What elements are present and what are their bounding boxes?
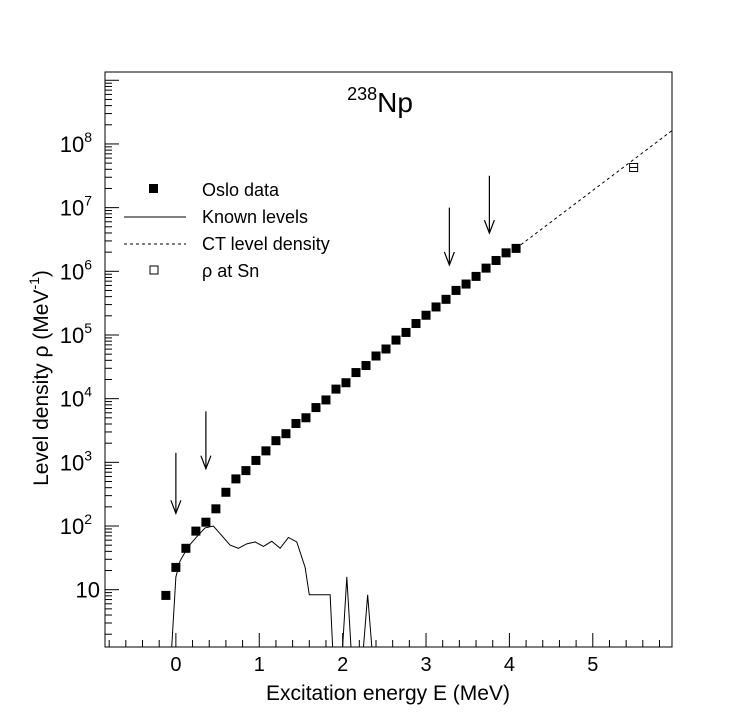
oslo-data-point [201,517,211,527]
y-tick-label: 10 [76,578,100,603]
chart-title-base: Np [377,87,413,118]
axes [104,71,673,648]
y-tick-label: 107 [60,193,92,221]
oslo-data-point [171,562,181,572]
y-tick-base: 10 [60,259,84,284]
chart-title: 238Np [347,84,413,118]
oslo-data-point [511,243,521,253]
oslo-data-point [461,279,471,289]
plot-frame [104,71,673,648]
oslo-data-point [451,285,461,295]
arrow-head [443,251,455,267]
legend-label-ct-level-density: CT level density [202,234,330,254]
known-levels-line [171,525,381,647]
y-tick-base: 10 [60,514,84,539]
oslo-data-point [291,418,301,428]
y-tick-label: 108 [60,129,92,157]
y-tick-base: 10 [60,450,84,475]
y-tick-label: 103 [60,447,92,475]
arrow-head [483,219,495,235]
y-tick-exponent: 4 [84,384,92,400]
oslo-data-point [431,302,441,312]
oslo-data-point [491,255,501,265]
arrow-head [170,500,182,515]
x-tick-label: 5 [587,654,598,676]
oslo-data-point [161,590,171,600]
legend-marker-oslo-data [149,184,158,193]
oslo-data-point [301,413,311,423]
down-arrow-icon [483,175,495,235]
y-tick-exponent: 7 [84,193,92,209]
oslo-data-point [481,263,491,273]
y-axis-label: Level density ρ (MeV-1) [26,270,53,486]
y-tick-exponent: 2 [84,511,92,527]
oslo-data-point [371,351,381,361]
oslo-data-point [211,504,221,514]
y-tick-exponent: 6 [84,256,92,272]
oslo-data-point [341,378,351,388]
arrow-head [200,455,212,471]
legend-label-known-levels: Known levels [202,207,308,227]
y-tick-exponent: 3 [84,447,92,463]
oslo-data-point [311,403,321,413]
y-tick-exponent: 8 [84,129,92,145]
oslo-data-point [411,319,421,329]
oslo-data-point [441,294,451,304]
x-tick-label: 4 [504,654,515,676]
y-tick-base: 10 [60,323,84,348]
x-tick-label: 0 [170,654,181,676]
x-axis-ticks: 0 1 2 3 4 5 [108,633,660,676]
y-tick-label: 106 [60,256,92,284]
legend: Oslo data Known levels CT level density … [124,180,330,281]
oslo-data-point [251,455,261,465]
oslo-data-point [401,327,411,337]
oslo-data-point [191,526,201,536]
x-tick-label: 1 [254,654,265,676]
y-tick-label: 102 [60,511,92,539]
legend-label-rho-at-sn: ρ at Sn [202,261,259,281]
y-tick-base: 10 [60,387,84,412]
oslo-data-point [221,487,231,497]
down-arrow-icon [443,207,455,267]
y-axis-label-close: ) [30,270,53,277]
oslo-data-point [271,436,281,446]
y-tick-base: 10 [76,578,100,603]
oslo-data-point [241,466,251,476]
x-axis-label: Excitation energy E (MeV) [266,682,510,705]
oslo-data-point [501,248,511,258]
oslo-data-point [281,429,291,439]
oslo-data-point [231,474,241,484]
y-tick-label: 105 [60,320,92,348]
legend-label-oslo-data: Oslo data [202,180,280,200]
down-arrow-icon [170,452,182,515]
oslo-data-point [471,271,481,281]
oslo-data-point [321,395,331,405]
oslo-data-point [181,543,191,553]
oslo-data-point [381,344,391,354]
y-tick-label: 104 [60,384,92,412]
x-tick-label: 3 [420,654,431,676]
oslo-data-point [391,335,401,345]
legend-marker-rho-at-sn [149,265,159,275]
y-axis-label-superscript: -1 [26,277,42,290]
x-tick-label: 2 [337,654,348,676]
y-axis-label-main: Level density ρ (MeV [30,290,53,486]
series-layer [161,130,672,647]
y-tick-exponent: 5 [84,320,92,336]
oslo-data-point [331,384,341,394]
down-arrow-icon [200,411,212,471]
oslo-data-point [351,368,361,378]
chart-title-superscript: 238 [347,84,377,104]
oslo-data-point [361,361,371,371]
y-tick-base: 10 [60,196,84,221]
annotation-arrows [170,175,495,515]
y-tick-base: 10 [60,132,84,157]
ct-level-density-line [515,130,672,249]
oslo-data-point [261,446,271,456]
oslo-data-point [421,310,431,320]
